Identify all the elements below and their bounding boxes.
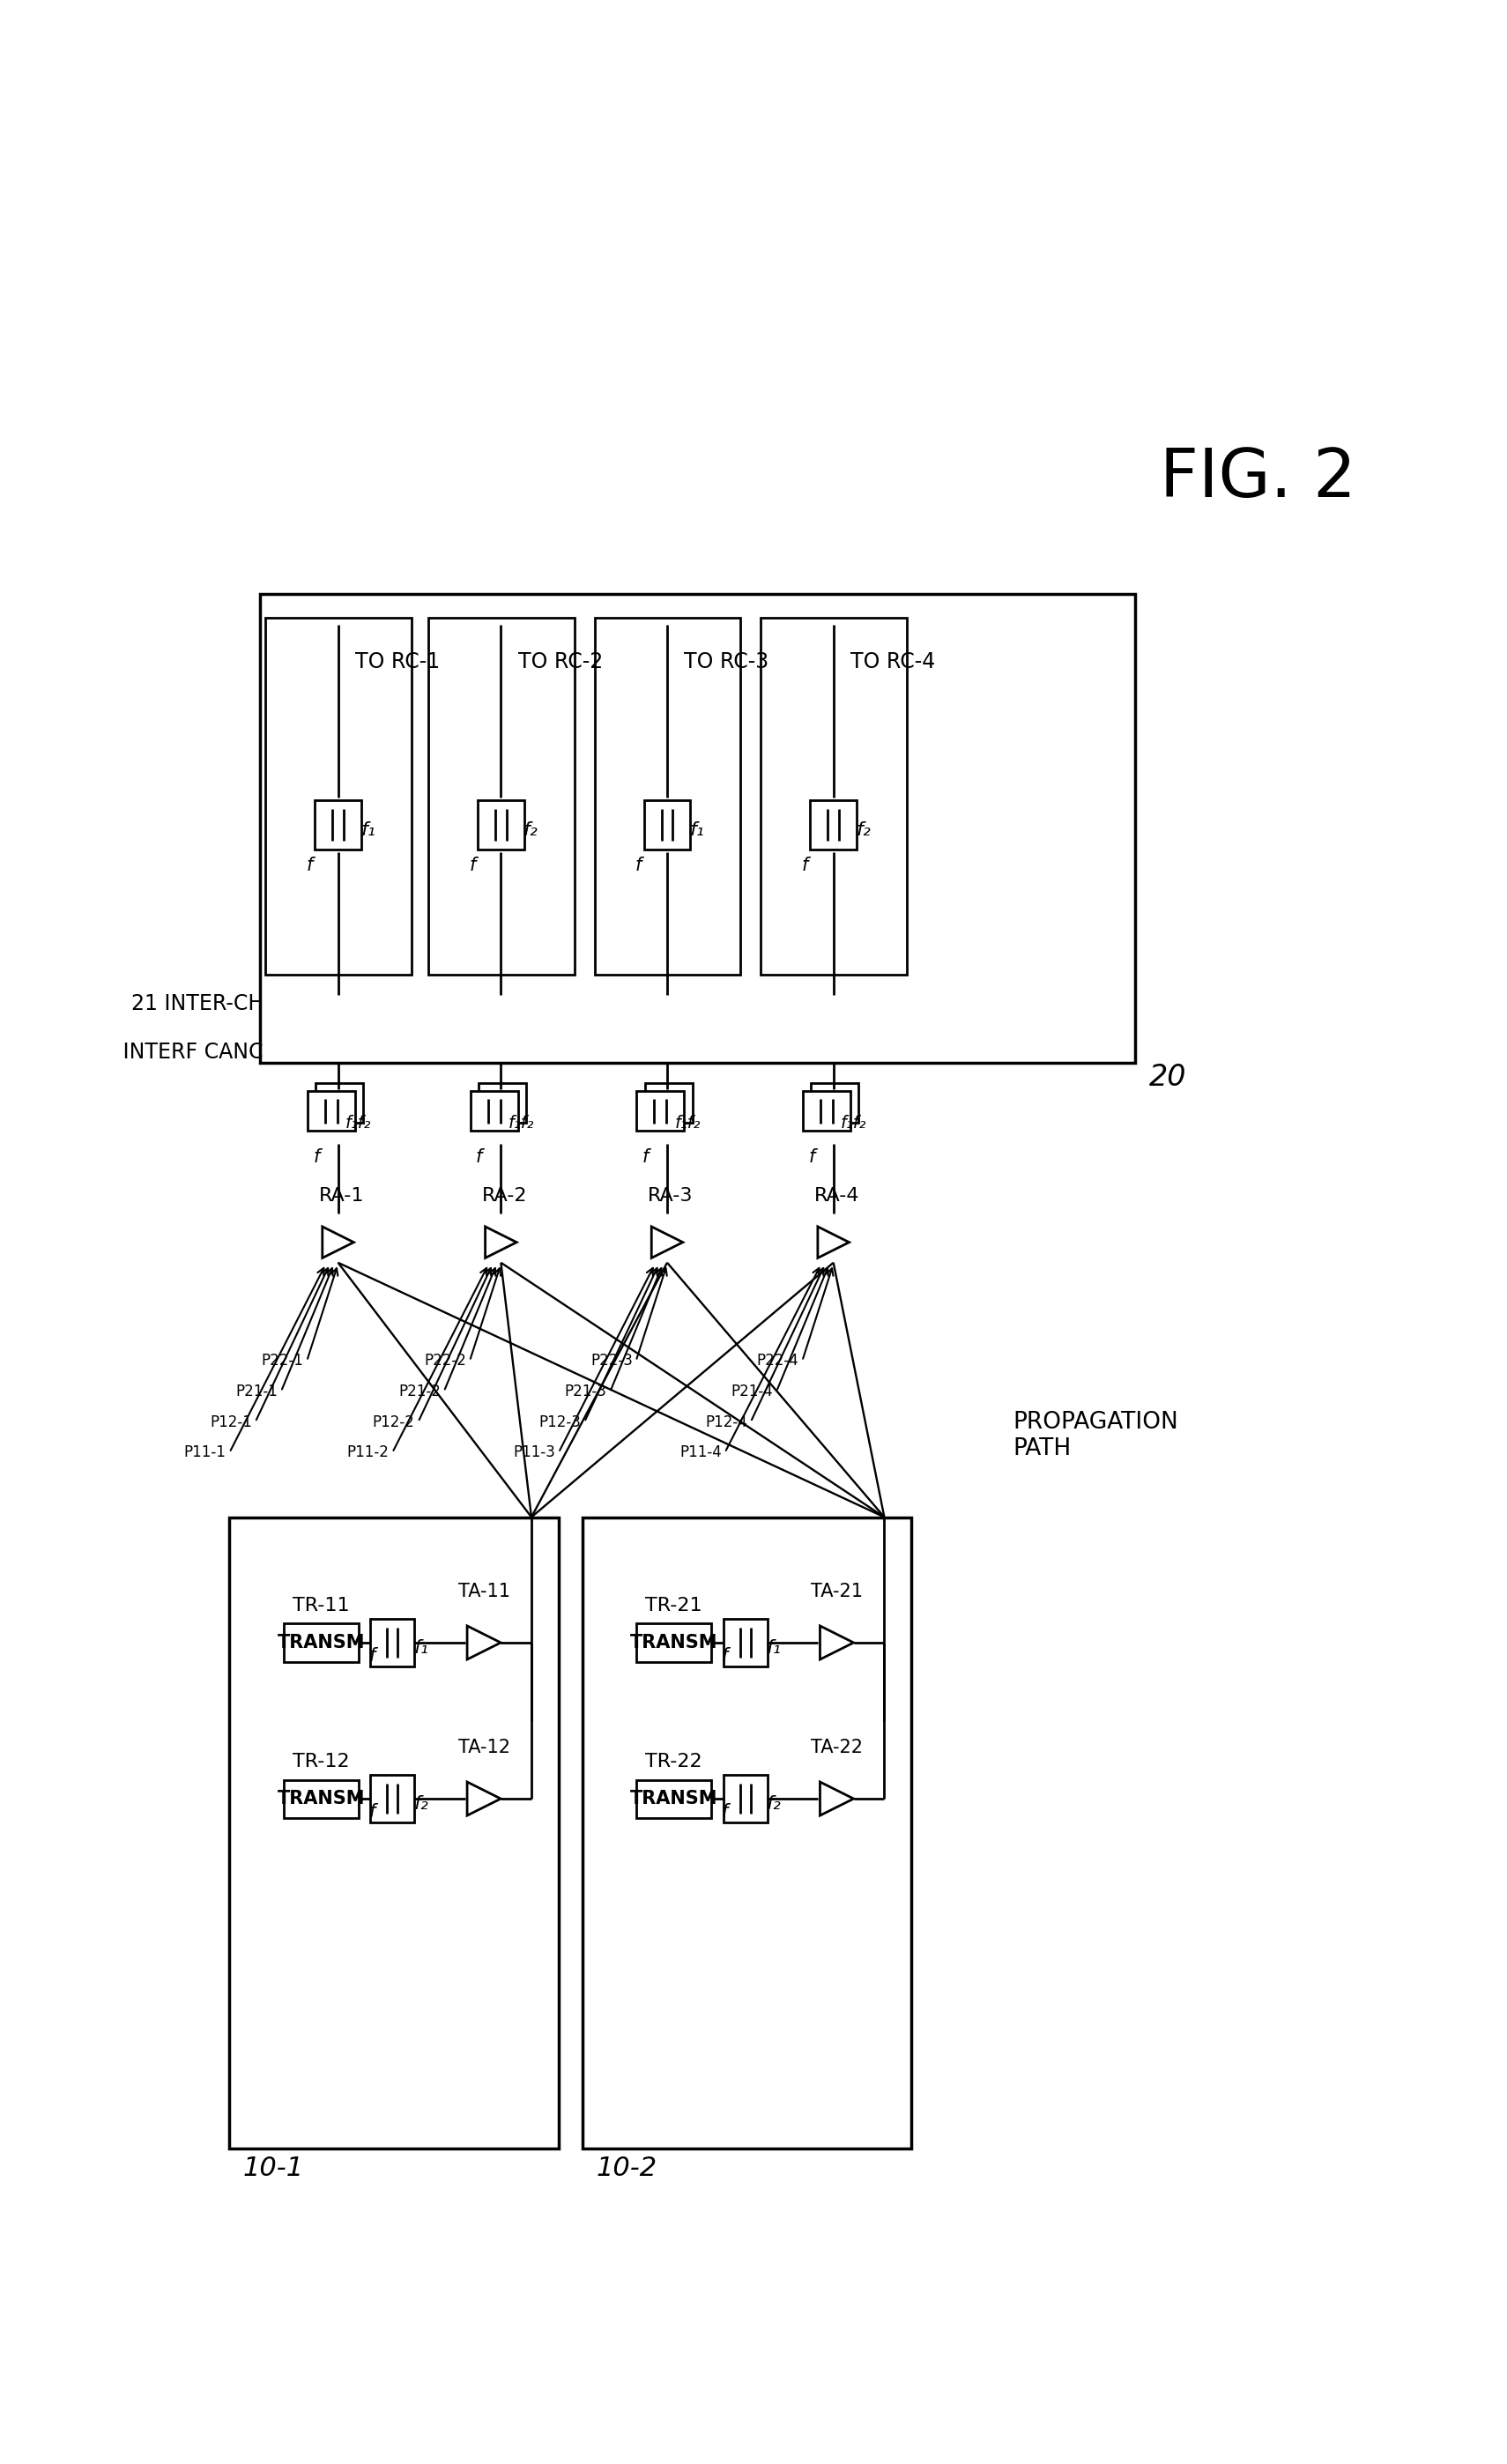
Bar bbox=[595, 618, 740, 973]
Text: P21-3: P21-3 bbox=[565, 1385, 607, 1400]
Bar bbox=[582, 1518, 912, 2149]
Text: TRANSM: TRANSM bbox=[277, 1634, 365, 1651]
Text: f: f bbox=[808, 1148, 815, 1165]
Text: TO RC-3: TO RC-3 bbox=[684, 650, 769, 673]
Text: f: f bbox=[313, 1148, 319, 1165]
Text: 21 INTER-CH: 21 INTER-CH bbox=[131, 993, 264, 1015]
Text: f: f bbox=[642, 1148, 648, 1165]
Text: P11-1: P11-1 bbox=[184, 1444, 226, 1461]
Text: P12-3: P12-3 bbox=[540, 1414, 582, 1429]
Text: 10-2: 10-2 bbox=[595, 2156, 657, 2181]
Text: f₁: f₁ bbox=[360, 821, 375, 840]
Bar bbox=[315, 801, 362, 850]
Text: TA-11: TA-11 bbox=[458, 1582, 509, 1602]
Bar bbox=[636, 1092, 684, 1131]
Text: f₁f₂: f₁f₂ bbox=[345, 1116, 371, 1131]
Text: TA-12: TA-12 bbox=[458, 1740, 509, 1757]
Bar bbox=[265, 618, 411, 973]
Bar bbox=[761, 618, 907, 973]
Text: P21-1: P21-1 bbox=[235, 1385, 277, 1400]
Text: f₁f₂: f₁f₂ bbox=[841, 1116, 867, 1131]
Text: TRANSM: TRANSM bbox=[630, 1634, 717, 1651]
Bar bbox=[307, 1092, 356, 1131]
Text: f₂: f₂ bbox=[856, 821, 871, 840]
Text: P22-1: P22-1 bbox=[261, 1353, 303, 1370]
Text: f: f bbox=[722, 1804, 728, 1821]
Bar bbox=[428, 618, 574, 973]
Text: TR-12: TR-12 bbox=[292, 1752, 350, 1769]
Text: TO RC-2: TO RC-2 bbox=[518, 650, 603, 673]
Text: PROPAGATION
PATH: PROPAGATION PATH bbox=[1013, 1412, 1178, 1461]
Bar bbox=[371, 1619, 414, 1666]
Text: f: f bbox=[722, 1648, 728, 1666]
Text: f₂: f₂ bbox=[767, 1796, 781, 1814]
Text: f: f bbox=[802, 857, 808, 875]
Text: f: f bbox=[369, 1648, 375, 1666]
Text: P21-2: P21-2 bbox=[398, 1385, 440, 1400]
Text: f₁: f₁ bbox=[413, 1639, 428, 1656]
Text: f: f bbox=[369, 1804, 375, 1821]
Text: INTERF CANC: INTERF CANC bbox=[104, 1042, 264, 1062]
Text: f₁: f₁ bbox=[767, 1639, 781, 1656]
Bar bbox=[283, 1779, 359, 1818]
Text: TRANSM: TRANSM bbox=[277, 1789, 365, 1809]
Text: P21-4: P21-4 bbox=[731, 1385, 773, 1400]
Bar bbox=[636, 1624, 711, 1661]
Text: P12-4: P12-4 bbox=[705, 1414, 747, 1429]
Text: P12-1: P12-1 bbox=[209, 1414, 252, 1429]
Bar bbox=[261, 594, 1135, 1062]
Bar bbox=[229, 1518, 559, 2149]
Text: TO RC-4: TO RC-4 bbox=[850, 650, 936, 673]
Bar bbox=[723, 1774, 767, 1823]
Text: RA-3: RA-3 bbox=[648, 1188, 693, 1205]
Bar bbox=[315, 1084, 363, 1124]
Bar bbox=[478, 801, 524, 850]
Text: TR-21: TR-21 bbox=[645, 1597, 702, 1614]
Text: P11-3: P11-3 bbox=[512, 1444, 555, 1461]
Text: P22-3: P22-3 bbox=[591, 1353, 633, 1370]
Text: P11-4: P11-4 bbox=[680, 1444, 722, 1461]
Text: f₂: f₂ bbox=[523, 821, 538, 840]
Text: RA-1: RA-1 bbox=[319, 1188, 365, 1205]
Text: 20: 20 bbox=[1148, 1062, 1186, 1092]
Text: f₁f₂: f₁f₂ bbox=[675, 1116, 701, 1131]
Bar bbox=[470, 1092, 518, 1131]
Text: RA-2: RA-2 bbox=[482, 1188, 527, 1205]
Bar bbox=[723, 1619, 767, 1666]
Bar bbox=[270, 1015, 1129, 1040]
Text: f₁f₂: f₁f₂ bbox=[508, 1116, 535, 1131]
Text: P22-4: P22-4 bbox=[757, 1353, 799, 1370]
Text: P22-2: P22-2 bbox=[423, 1353, 466, 1370]
Bar bbox=[636, 1779, 711, 1818]
Bar bbox=[283, 1624, 359, 1661]
Text: RA-4: RA-4 bbox=[814, 1188, 859, 1205]
Text: 10-1: 10-1 bbox=[243, 2156, 304, 2181]
Text: TR-11: TR-11 bbox=[292, 1597, 350, 1614]
Bar bbox=[811, 1084, 859, 1124]
Text: f₁: f₁ bbox=[690, 821, 704, 840]
Text: TA-21: TA-21 bbox=[811, 1582, 864, 1602]
Text: P12-2: P12-2 bbox=[372, 1414, 414, 1429]
Bar bbox=[811, 801, 856, 850]
Text: TO RC-1: TO RC-1 bbox=[356, 650, 440, 673]
Text: TRANSM: TRANSM bbox=[630, 1789, 717, 1809]
Text: FIG. 2: FIG. 2 bbox=[1159, 446, 1356, 513]
Bar bbox=[645, 1084, 692, 1124]
Bar bbox=[643, 801, 690, 850]
Text: TA-22: TA-22 bbox=[811, 1740, 864, 1757]
Text: f₂: f₂ bbox=[413, 1796, 428, 1814]
Bar bbox=[479, 1084, 526, 1124]
Text: f: f bbox=[476, 1148, 482, 1165]
Text: f: f bbox=[469, 857, 476, 875]
Bar bbox=[803, 1092, 850, 1131]
Text: f: f bbox=[306, 857, 313, 875]
Text: TR-22: TR-22 bbox=[645, 1752, 702, 1769]
Text: f: f bbox=[636, 857, 642, 875]
Bar bbox=[371, 1774, 414, 1823]
Text: P11-2: P11-2 bbox=[347, 1444, 389, 1461]
